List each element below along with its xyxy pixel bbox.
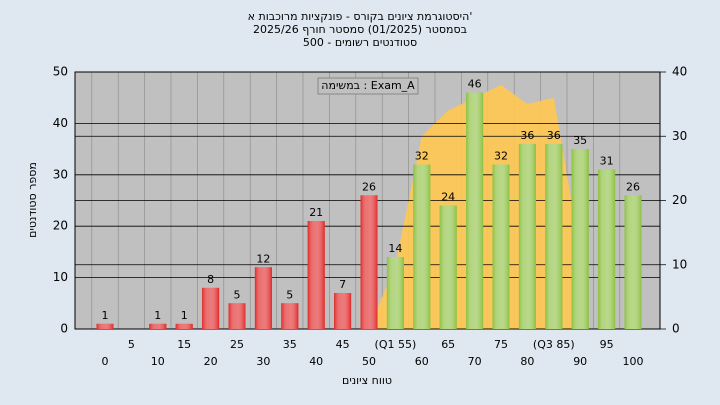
value-label: 5 [234, 288, 241, 301]
bar-shade [96, 323, 114, 329]
value-label: 36 [520, 129, 534, 142]
value-label: 35 [573, 134, 587, 147]
bar-shade [571, 149, 589, 329]
y-tick-label: 30 [53, 167, 68, 181]
x-tick-label: 25 [230, 338, 244, 351]
value-label: 46 [468, 78, 482, 91]
value-label: 14 [388, 242, 402, 255]
value-label: 1 [181, 309, 188, 322]
x-tick-label: 35 [283, 338, 297, 351]
value-label: 12 [256, 252, 270, 265]
x-tick-label: 20 [204, 355, 218, 368]
legend-box [317, 77, 419, 95]
bar-shade [149, 323, 167, 329]
value-label: 1 [154, 309, 161, 322]
y2-tick-label: 20 [672, 193, 687, 207]
chart-subtitle: בסמסטר (01/2025) סמסטר חורף 2025/26 [253, 23, 467, 36]
bar-shade [466, 92, 484, 329]
x-tick-label: 100 [623, 355, 644, 368]
bar-shade [202, 287, 220, 329]
chart-subtitle: 500 - סטודנטים רשומים [303, 36, 417, 49]
value-label: 24 [441, 191, 455, 204]
value-label: 1 [102, 309, 109, 322]
bar-shade [624, 195, 642, 329]
x-tick-label: (Q1 55) [375, 338, 417, 351]
x-tick-label: 15 [177, 338, 191, 351]
y-tick-label: 40 [53, 116, 68, 130]
bar-shade [518, 143, 536, 329]
y2-tick-label: 30 [672, 129, 687, 143]
chart-title: היסטוגרמת ציונים בקורס - פונקציות מרוכבו… [248, 10, 473, 23]
x-tick-label: 5 [128, 338, 135, 351]
value-label: 32 [494, 150, 508, 163]
value-label: 32 [415, 150, 429, 163]
bar-shade [254, 267, 272, 329]
bar-shade [545, 143, 563, 329]
x-tick-label: 90 [573, 355, 587, 368]
bar-shade [439, 205, 457, 329]
y2-tick-label: 40 [672, 65, 687, 79]
x-tick-label: 70 [468, 355, 482, 368]
value-label: 5 [286, 288, 293, 301]
value-label: 31 [600, 155, 614, 168]
bar-shade [386, 257, 404, 329]
y-tick-label: 50 [53, 65, 68, 79]
bar-shade [360, 195, 378, 329]
value-label: 36 [547, 129, 561, 142]
x-tick-label: 95 [600, 338, 614, 351]
bar-shade [492, 164, 510, 329]
x-tick-label: 65 [441, 338, 455, 351]
value-label: 26 [626, 180, 640, 193]
legend-label: במשימה : Exam_A [321, 79, 415, 92]
x-tick-label: 0 [102, 355, 109, 368]
bar-shade [228, 303, 246, 329]
x-tick-label: 10 [151, 355, 165, 368]
x-tick-label: 45 [336, 338, 350, 351]
value-label: 21 [309, 206, 323, 219]
x-tick-label: 80 [520, 355, 534, 368]
y-tick-label: 20 [53, 219, 68, 233]
bar-shade [281, 303, 299, 329]
y2-tick-label: 10 [672, 257, 687, 271]
x-tick-label: 30 [256, 355, 270, 368]
value-label: 8 [207, 273, 214, 286]
x-axis-label: טווח ציונים [342, 374, 392, 387]
y-axis-label: מספר סטודנטים [26, 162, 39, 238]
x-tick-label: (Q3 85) [533, 338, 575, 351]
y2-tick-label: 0 [672, 322, 680, 336]
y-tick-label: 0 [60, 322, 68, 336]
x-tick-label: 40 [309, 355, 323, 368]
x-tick-label: 50 [362, 355, 376, 368]
value-label: 7 [339, 278, 346, 291]
bar-shade [175, 323, 193, 329]
value-label: 26 [362, 180, 376, 193]
bar-shade [413, 164, 431, 329]
bar-shade [334, 293, 352, 329]
bar-shade [307, 221, 325, 329]
x-tick-label: 75 [494, 338, 508, 351]
y-tick-label: 10 [53, 270, 68, 284]
bar-shade [598, 169, 616, 329]
x-tick-label: 60 [415, 355, 429, 368]
